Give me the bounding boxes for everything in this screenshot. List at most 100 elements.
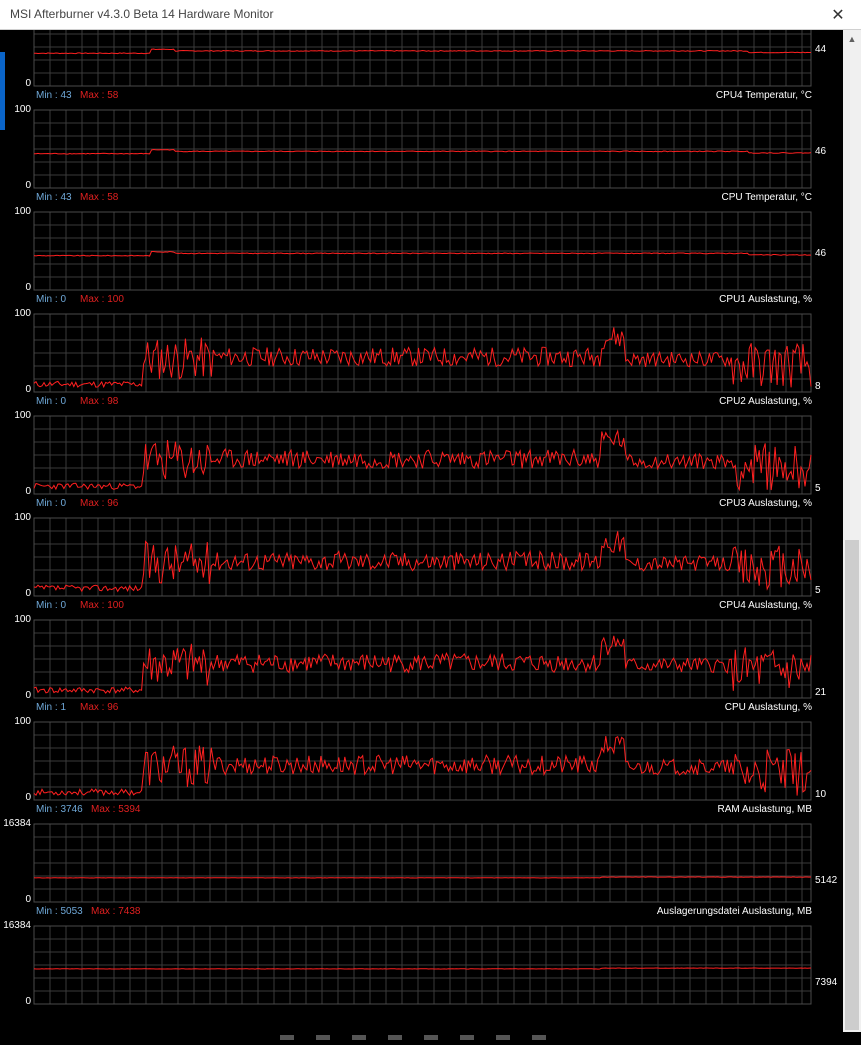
plot-frame: [33, 517, 812, 597]
taskbar-icon: [424, 1035, 438, 1040]
plot-frame: [33, 721, 812, 801]
min-value-label: Min : 0: [36, 498, 67, 509]
plot-frame: [33, 925, 812, 1005]
graph-name-label: CPU2 Auslastung, %: [719, 396, 812, 407]
taskbar-icon: [388, 1035, 402, 1040]
graph-header-cpu3-load: Min : 0 Max : 96 CPU3 Auslastung, %: [0, 498, 843, 512]
max-value-label: Max : 7438: [91, 906, 141, 917]
y-axis-max-label: 100: [14, 410, 31, 421]
series-line-cpu4-load: [33, 635, 812, 694]
series-line-cpu4-temp: [33, 148, 812, 155]
y-axis-max-label: 16384: [3, 920, 31, 931]
grid-lines: [33, 517, 811, 597]
graph-header-cpu2-load: Min : 0 Max : 98 CPU2 Auslastung, %: [0, 396, 843, 410]
graph-grid: [33, 109, 812, 189]
chevron-up-icon[interactable]: ▲: [847, 34, 857, 44]
window-title: MSI Afterburner v4.3.0 Beta 14 Hardware …: [10, 7, 274, 21]
max-value-label: Max : 100: [80, 294, 124, 305]
y-axis-min-label: 0: [25, 486, 31, 497]
graph-header-ram-usage: Min : 3746 Max : 5394 RAM Auslastung, MB: [0, 804, 843, 818]
max-value-label: Max : 100: [80, 600, 124, 611]
bottom-icon-strip: [280, 1027, 600, 1040]
graph-plot: [33, 721, 812, 801]
y-axis-max-label: 100: [14, 206, 31, 217]
series-line-ram-usage: [33, 876, 812, 879]
min-value-label: Min : 0: [36, 600, 67, 611]
max-value-label: Max : 5394: [91, 804, 141, 815]
min-value-label: Min : 43: [36, 90, 72, 101]
min-value-label: Min : 43: [36, 192, 72, 203]
graph-header-cpu-load: Min : 1 Max : 96 CPU Auslastung, %: [0, 702, 843, 716]
graph-name-label: CPU4 Temperatur, °C: [715, 90, 812, 101]
taskbar-icon: [280, 1035, 294, 1040]
close-icon[interactable]: ✕: [831, 7, 845, 24]
left-edge: [0, 30, 5, 1032]
graph-plot: [33, 517, 812, 597]
max-value-label: Max : 96: [80, 702, 119, 713]
graph-name-label: CPU3 Auslastung, %: [719, 498, 812, 509]
current-value-label: 44: [815, 44, 827, 55]
graph-header-cpu4-load: Min : 0 Max : 100 CPU4 Auslastung, %: [0, 600, 843, 614]
graph-panel-ram-usage: 16384 0 5142: [0, 818, 843, 924]
graph-plot: [33, 619, 812, 699]
min-value-label: Min : 1: [36, 702, 67, 713]
graph-panel-cpu-load: 100 0 10: [0, 716, 843, 822]
grid-lines: [33, 925, 811, 1005]
graph-header-cpu-temp: Min : 43 Max : 58 CPU Temperatur, °C: [0, 192, 843, 206]
min-value-label: Min : 0: [36, 294, 67, 305]
graph-plot: [33, 30, 812, 87]
scrollbar-thumb[interactable]: [845, 540, 859, 1030]
graph-panel-cpu1-load: 100 0 8: [0, 308, 843, 414]
graph-plot: [33, 415, 812, 495]
graph-name-label: CPU4 Auslastung, %: [719, 600, 812, 611]
graph-name-label: CPU1 Auslastung, %: [719, 294, 812, 305]
graph-header-cpu4-temp: Min : 43 Max : 58 CPU4 Temperatur, °C: [0, 90, 843, 104]
plot-frame: [33, 109, 812, 189]
max-value-label: Max : 58: [80, 90, 119, 101]
current-value-label: 46: [815, 146, 827, 157]
vertical-scrollbar[interactable]: ▲: [843, 30, 861, 1032]
y-axis-max-label: 100: [14, 308, 31, 319]
graph-name-label: Auslagerungsdatei Auslastung, MB: [656, 906, 812, 917]
min-value-label: Min : 5053: [36, 906, 83, 917]
graph-grid: [33, 517, 812, 597]
grid-lines: [33, 211, 811, 291]
graph-panel-cpu4-load: 100 0 21: [0, 614, 843, 720]
max-value-label: Max : 96: [80, 498, 119, 509]
max-value-label: Max : 58: [80, 192, 119, 203]
current-value-label: 7394: [815, 977, 838, 988]
y-axis-min-label: 0: [25, 996, 31, 1007]
y-axis-min-label: 0: [25, 690, 31, 701]
graph-plot: [33, 823, 812, 903]
min-value-label: Min : 3746: [36, 804, 83, 815]
title-bar: MSI Afterburner v4.3.0 Beta 14 Hardware …: [0, 0, 861, 30]
current-value-label: 5142: [815, 875, 838, 886]
graph-plot: [33, 109, 812, 189]
graph-header-cpu1-load: Min : 0 Max : 100 CPU1 Auslastung, %: [0, 294, 843, 308]
graph-panel-cpu4-temp: 100 0 46: [0, 104, 843, 210]
graph-plot: [33, 313, 812, 393]
current-value-label: 5: [815, 585, 821, 596]
taskbar-icon: [532, 1035, 546, 1040]
graph-grid: [33, 313, 812, 393]
plot-frame: [33, 823, 812, 903]
graph-panel-cpu2-load: 100 0 5: [0, 410, 843, 516]
series-line-cpu3-load: [33, 531, 812, 593]
graph-name-label: RAM Auslastung, MB: [717, 804, 812, 815]
graph-panel-pagefile-usage: 16384 0 7394: [0, 920, 843, 1032]
graph-name-label: CPU Temperatur, °C: [721, 192, 812, 203]
graph-header-pagefile-usage: Min : 5053 Max : 7438 Auslagerungsdatei Au…: [0, 906, 843, 920]
graph-grid: [33, 823, 812, 903]
series-line-cpu1-load: [33, 327, 812, 389]
taskbar-icon: [352, 1035, 366, 1040]
graph-grid: [33, 925, 812, 1005]
series-line-cpu-temp: [33, 250, 812, 257]
plot-frame: [33, 313, 812, 393]
max-value-label: Max : 98: [80, 396, 119, 407]
taskbar-icon: [316, 1035, 330, 1040]
y-axis-min-label: 0: [25, 282, 31, 293]
y-axis-max-label: 100: [14, 512, 31, 523]
y-axis-min-label: 0: [25, 588, 31, 599]
current-value-label: 10: [815, 789, 827, 800]
y-axis-min-label: 0: [25, 792, 31, 803]
